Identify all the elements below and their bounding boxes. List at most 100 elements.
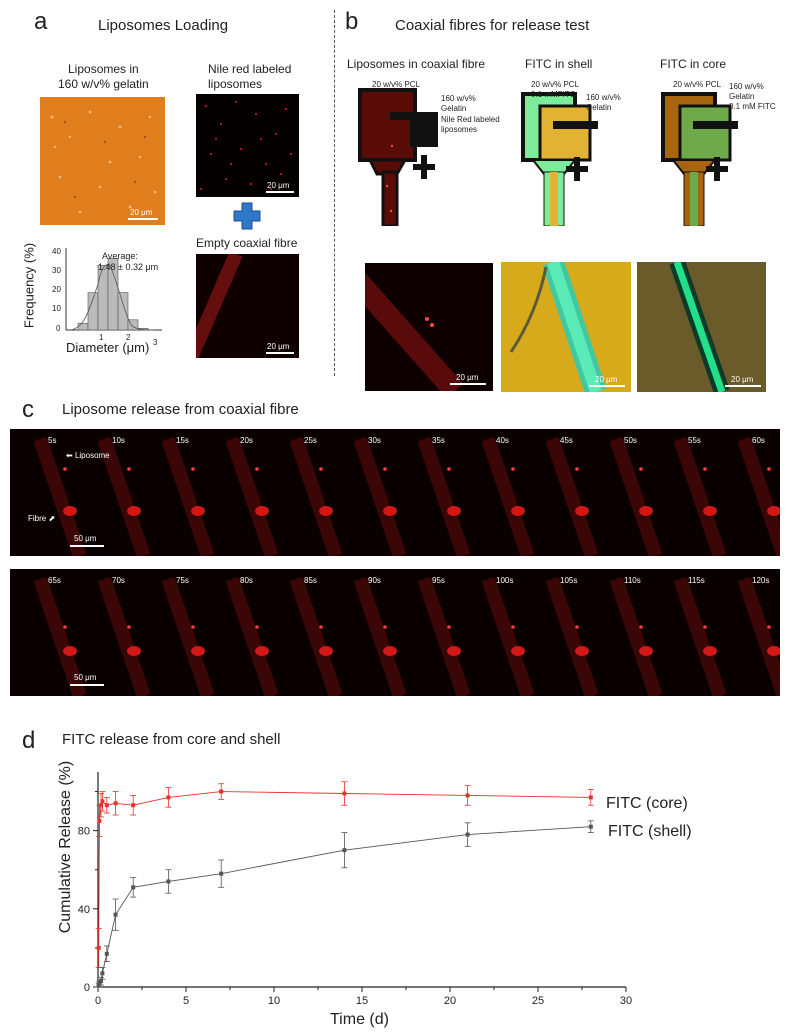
fibre-strand	[545, 436, 599, 559]
data-point	[97, 818, 102, 823]
liposome-fibre-micrograph: 20 μm	[365, 263, 493, 391]
fibre-bright-spot	[575, 506, 589, 516]
y-tick-label: 40	[78, 904, 90, 916]
time-lapse-frames: 65s 70s 75s 80s 85s 90s 95s 100s 105s 110s 115s 120…	[33, 576, 790, 699]
fibre-strand	[289, 436, 343, 559]
fibre-strand	[737, 576, 790, 699]
liposome-dot	[575, 467, 579, 471]
data-point	[96, 945, 101, 950]
empty-fibre-caption: Empty coaxial fibre	[196, 236, 298, 250]
nile-red-micrograph: 20 μm	[196, 94, 299, 197]
liposome-dot	[767, 625, 771, 629]
liposome-dot	[255, 625, 259, 629]
data-point	[98, 803, 103, 808]
data-point	[342, 791, 347, 796]
chart-y-axis-label: Cumulative Release (%)	[57, 760, 74, 934]
liposome-dot	[511, 467, 515, 471]
empty-fibre-micrograph: 20 μm	[196, 254, 299, 358]
schematic-fitc-core	[661, 92, 738, 226]
scale-bar-label: 50 μm	[74, 534, 97, 543]
chart-x-axis-label: Time (d)	[330, 1011, 389, 1028]
y-tick-label: 80	[78, 826, 90, 838]
s3-pcl-label: 20 w/v% PCL	[673, 80, 722, 89]
frame-time-label: 45s	[560, 436, 573, 445]
data-point	[131, 803, 136, 808]
frame-time-label: 70s	[112, 576, 125, 585]
frame-time-label: 35s	[432, 436, 445, 445]
nile-red-dots	[200, 101, 292, 190]
panel-b-label: b	[345, 8, 359, 35]
x-tick-label: 20	[444, 995, 456, 1007]
liposome-dot	[639, 467, 643, 471]
fibre-strand	[481, 576, 535, 699]
fibre-strand	[97, 576, 151, 699]
panel-c-title: Liposome release from coaxial fibre	[62, 401, 299, 418]
fibre-bright-spot	[127, 646, 141, 656]
fibre-strand	[737, 436, 790, 559]
frame-time-label: 115s	[688, 576, 705, 585]
scale-bar	[266, 352, 294, 354]
hist-ytick-40: 40	[52, 247, 61, 256]
fibre-strand	[673, 436, 727, 559]
x-tick-label: 10	[268, 995, 280, 1007]
frame-time-label: 55s	[688, 436, 701, 445]
fibre-bright-spot	[639, 646, 653, 656]
fibre-bright-spot	[319, 506, 333, 516]
fibre-strand	[353, 576, 407, 699]
frame-time-label: 105s	[560, 576, 577, 585]
hist-ytick-20: 20	[52, 285, 61, 294]
y-tick-label: 0	[84, 982, 90, 994]
plus-icon	[233, 202, 261, 230]
scale-bar	[266, 191, 294, 193]
hist-average-label: Average:	[102, 251, 138, 261]
s1-gelatin-label: 160 w/v% Gelatin	[441, 94, 476, 113]
panel-d-label: d	[22, 727, 36, 754]
fibre-strand	[609, 576, 663, 699]
empty-fibre-strand	[196, 254, 243, 358]
release-chart: 0 5 10 15 20 25 30 0 40 80	[78, 772, 632, 1007]
fibre-bright-spot	[191, 646, 205, 656]
fibre-bright-spot	[383, 506, 397, 516]
hist-y-axis-label: Frequency (%)	[21, 242, 37, 329]
data-point	[465, 793, 470, 798]
schematic-fitc-shell	[521, 92, 598, 226]
data-point	[166, 795, 171, 800]
fibre-bright-spot	[703, 506, 717, 516]
data-point	[100, 971, 105, 976]
scale-bar-label: 50 μm	[74, 673, 97, 682]
liposome-dot	[319, 467, 323, 471]
scale-bar-label: 20 μm	[267, 342, 290, 351]
nile-red-caption: Nile red labeled liposomes	[208, 62, 292, 91]
liposome-dot	[639, 625, 643, 629]
fitc-core-strand	[669, 262, 730, 392]
hist-xtick-2: 2	[126, 333, 131, 342]
hist-bar	[97, 265, 109, 331]
fibre-strand	[225, 576, 279, 699]
fibre-strand	[609, 436, 663, 559]
hist-bar	[137, 328, 149, 331]
panel-b-title: Coaxial fibres for release test	[395, 17, 590, 34]
liposome-dot	[127, 467, 131, 471]
hist-average-value: 1.48 ± 0.32 μm	[98, 262, 159, 272]
fibre-bright-spot	[767, 506, 781, 516]
liposome-dot	[319, 625, 323, 629]
x-tick-label: 5	[183, 995, 189, 1007]
fitc-shell-micrograph: 20 μm	[501, 262, 631, 392]
liposome-dot	[767, 467, 771, 471]
data-point	[104, 803, 109, 808]
data-point	[342, 848, 347, 853]
diameter-histogram	[65, 248, 162, 331]
frame-time-label: 100s	[496, 576, 513, 585]
fibre-bright-spot	[255, 506, 269, 516]
liposome-dot	[575, 625, 579, 629]
fibre-strand	[225, 436, 279, 559]
scale-bar	[589, 385, 625, 387]
fibre-strand	[33, 576, 87, 699]
frame-time-label: 80s	[240, 576, 253, 585]
data-point	[465, 832, 470, 837]
fibre-strand	[289, 576, 343, 699]
x-tick-label: 30	[620, 995, 632, 1007]
fitc-shell-strand	[509, 262, 607, 392]
panel-divider	[334, 10, 335, 376]
liposome-dot	[255, 467, 259, 471]
